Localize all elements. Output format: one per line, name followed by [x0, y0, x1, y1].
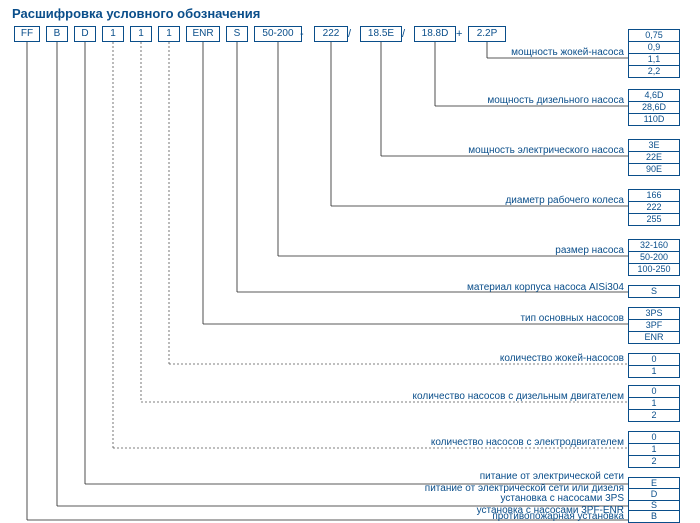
code-separator: +	[456, 26, 462, 42]
value-column: B	[628, 511, 680, 523]
row-label: установка с насосами 3PS	[501, 493, 625, 504]
code-separator: /	[402, 26, 405, 42]
value-box: 100-250	[628, 263, 680, 276]
code-separator: /	[348, 26, 351, 42]
row-label: питание от электрической сети	[480, 471, 624, 482]
value-column: S	[628, 286, 680, 298]
code-box-4: 1	[130, 26, 152, 42]
row-label: мощность электрического насоса	[468, 145, 624, 156]
value-column: D	[628, 489, 680, 501]
row-label: диаметр рабочего колеса	[505, 195, 624, 206]
value-box: D	[628, 488, 680, 501]
row-label: размер насоса	[555, 245, 624, 256]
row-label: количество жокей-насосов	[500, 353, 624, 364]
value-column: 4,6D28,6D110D	[628, 90, 680, 126]
value-column: 3E22E90E	[628, 140, 680, 176]
value-box: B	[628, 510, 680, 523]
value-box: 2,2	[628, 65, 680, 78]
code-separator: -	[300, 26, 304, 42]
code-box-11: 18.8D	[414, 26, 456, 42]
row-label-footer: противопожарная установка	[492, 511, 624, 522]
value-column: 012	[628, 432, 680, 468]
code-box-2: D	[74, 26, 96, 42]
code-box-1: B	[46, 26, 68, 42]
value-column: 166222255	[628, 190, 680, 226]
value-column: 0,750,91,12,2	[628, 30, 680, 78]
code-box-12: 2.2P	[468, 26, 506, 42]
value-box: 1	[628, 365, 680, 378]
code-box-5: 1	[158, 26, 180, 42]
value-column: 012	[628, 386, 680, 422]
code-box-0: FF	[14, 26, 40, 42]
value-box: 90E	[628, 163, 680, 176]
value-box: ENR	[628, 331, 680, 344]
code-box-9: 222	[314, 26, 348, 42]
code-box-8: 50-200	[254, 26, 302, 42]
value-column: 3PS3PFENR	[628, 308, 680, 344]
row-label-aux: питание от электрической сети или дизеля	[425, 483, 624, 494]
value-column: 32-16050-200100-250	[628, 240, 680, 276]
row-label: материал корпуса насоса AISi304	[467, 282, 624, 293]
value-column: 01	[628, 354, 680, 378]
row-label: количество насосов с дизельным двигателе…	[413, 391, 624, 402]
row-label: тип основных насосов	[520, 313, 624, 324]
value-box: 2	[628, 455, 680, 468]
code-box-3: 1	[102, 26, 124, 42]
row-label: мощность жокей-насоса	[511, 47, 624, 58]
value-box: 255	[628, 213, 680, 226]
code-box-10: 18.5E	[360, 26, 402, 42]
row-label: количество насосов с электродвигателем	[431, 437, 624, 448]
code-box-6: ENR	[186, 26, 220, 42]
value-box: S	[628, 285, 680, 298]
row-label: мощность дизельного насоса	[487, 95, 624, 106]
value-box: 110D	[628, 113, 680, 126]
code-box-7: S	[226, 26, 248, 42]
value-box: 2	[628, 409, 680, 422]
